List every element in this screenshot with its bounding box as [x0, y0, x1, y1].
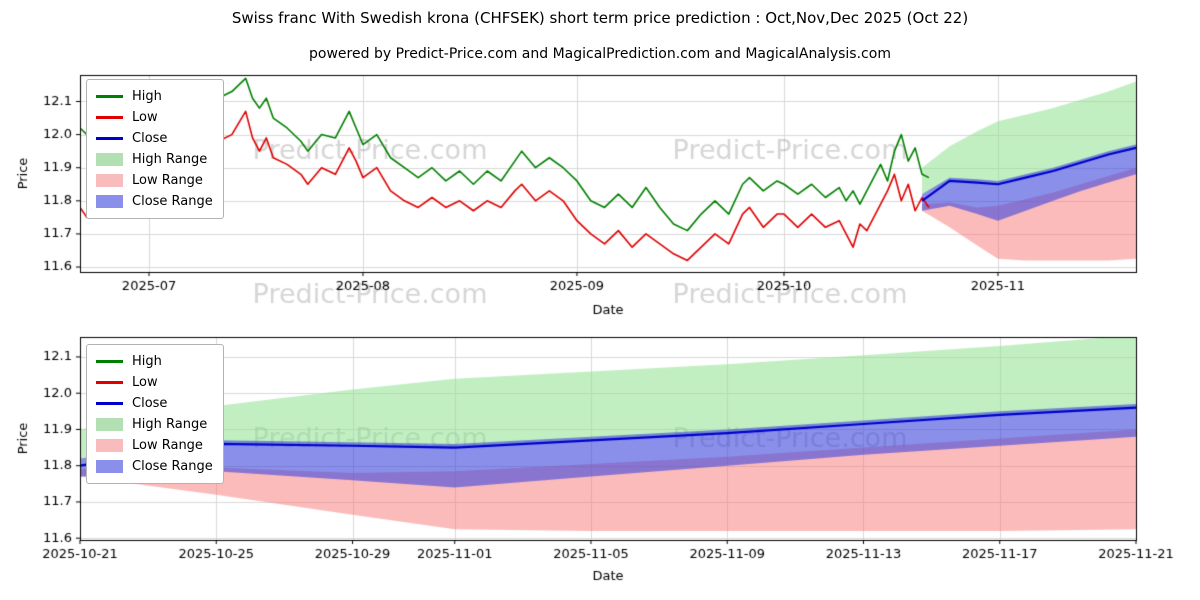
- legend-item-label: Low: [132, 110, 158, 125]
- legend-item-high: High: [96, 87, 213, 106]
- legend-fill-swatch: [96, 418, 123, 431]
- legend-item-label: Low Range: [132, 438, 203, 453]
- legend-item-label: Close Range: [132, 459, 213, 474]
- legend-item-close: Close: [96, 129, 213, 148]
- legend-item-low-range: Low Range: [96, 171, 213, 190]
- legend-line-swatch: [96, 381, 123, 384]
- legend-fill-swatch: [96, 460, 123, 473]
- legend-fill-swatch: [96, 195, 123, 208]
- legend-item-high-range: High Range: [96, 150, 213, 169]
- page-title: Swiss franc With Swedish krona (CHFSEK) …: [231, 9, 969, 27]
- legend-item-high: High: [96, 352, 213, 371]
- legend-item-close-range: Close Range: [96, 457, 213, 476]
- legend-line-swatch: [96, 137, 123, 140]
- page-subtitle: powered by Predict-Price.com and Magical…: [309, 46, 891, 62]
- legend-item-label: High: [132, 89, 162, 104]
- legend-top-chart: High Low Close High Range Low Range Close Ran…: [86, 79, 224, 219]
- legend-line-swatch: [96, 360, 123, 363]
- legend-item-label: Low Range: [132, 173, 203, 188]
- legend-line-swatch: [96, 402, 123, 405]
- legend-bottom-chart: High Low Close High Range Low Range Close Ran…: [86, 344, 224, 484]
- legend-item-label: High: [132, 354, 162, 369]
- legend-item-close-range: Close Range: [96, 192, 213, 211]
- legend-item-low-range: Low Range: [96, 436, 213, 455]
- legend-item-close: Close: [96, 394, 213, 413]
- legend-fill-swatch: [96, 439, 123, 452]
- legend-line-swatch: [96, 95, 123, 98]
- legend-fill-swatch: [96, 153, 123, 166]
- legend-item-label: Close: [132, 396, 168, 411]
- legend-item-label: Close: [132, 131, 168, 146]
- legend-fill-swatch: [96, 174, 123, 187]
- legend-line-swatch: [96, 116, 123, 119]
- legend-item-low: Low: [96, 108, 213, 127]
- legend-item-label: Low: [132, 375, 158, 390]
- legend-item-low: Low: [96, 373, 213, 392]
- legend-item-label: High Range: [132, 152, 208, 167]
- legend-item-high-range: High Range: [96, 415, 213, 434]
- legend-item-label: High Range: [132, 417, 208, 432]
- legend-item-label: Close Range: [132, 194, 213, 209]
